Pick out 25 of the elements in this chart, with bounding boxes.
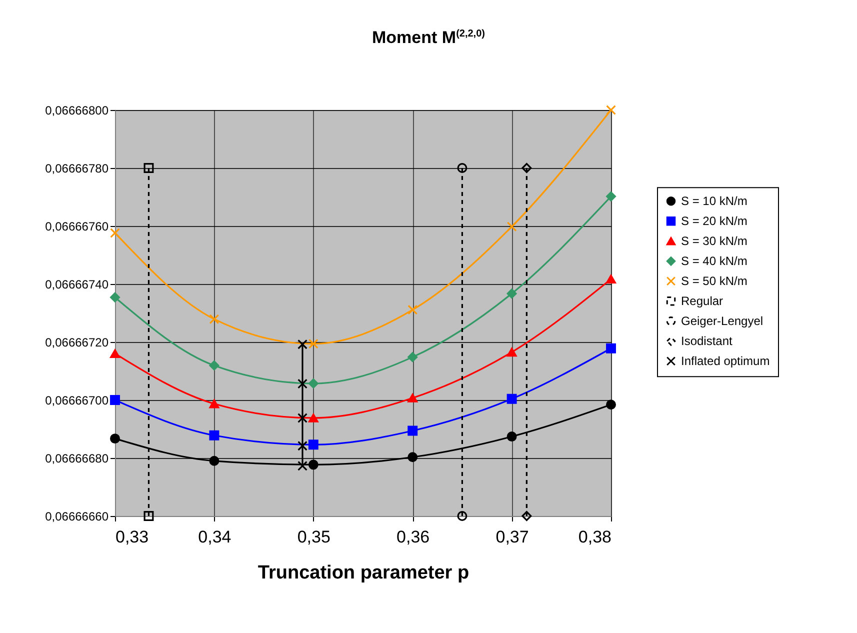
x-tick-label: 0,36 <box>396 528 430 546</box>
x-tick-label: 0,33 <box>116 528 149 546</box>
legend-label: S = 40 kN/m <box>681 254 748 268</box>
y-tick-label: 0,06666660 <box>45 510 109 524</box>
chart-title: Moment M$^{(2,2,0)}$ <box>371 28 486 48</box>
y-tick-label: 0,06666720 <box>45 336 109 350</box>
legend-label: S = 50 kN/m <box>681 274 748 288</box>
x-axis-title: Truncation parameter p <box>258 562 470 584</box>
legend-label: Isodistant <box>681 334 734 348</box>
x-tick-label: 0,38 <box>578 528 612 546</box>
legend-label: S = 20 kN/m <box>681 214 748 228</box>
legend-label: Geiger-Lengyel <box>681 314 764 328</box>
legend-label: S = 10 kN/m <box>681 194 748 208</box>
x-tick-label: 0,37 <box>496 528 529 546</box>
y-tick-label: 0,06666780 <box>45 162 109 176</box>
y-tick-label: 0,06666700 <box>45 394 109 408</box>
y-tick-label: 0,06666680 <box>45 452 109 466</box>
legend-label: Regular <box>681 294 724 308</box>
y-tick-label: 0,06666760 <box>45 220 109 234</box>
y-tick-label: 0,06666800 <box>45 104 109 118</box>
legend-label: S = 30 kN/m <box>681 234 748 248</box>
legend-label: Inflated optimum <box>681 354 770 368</box>
x-tick-label: 0,35 <box>297 528 330 546</box>
x-tick-label: 0,34 <box>198 528 232 546</box>
y-tick-label: 0,06666740 <box>45 278 109 292</box>
